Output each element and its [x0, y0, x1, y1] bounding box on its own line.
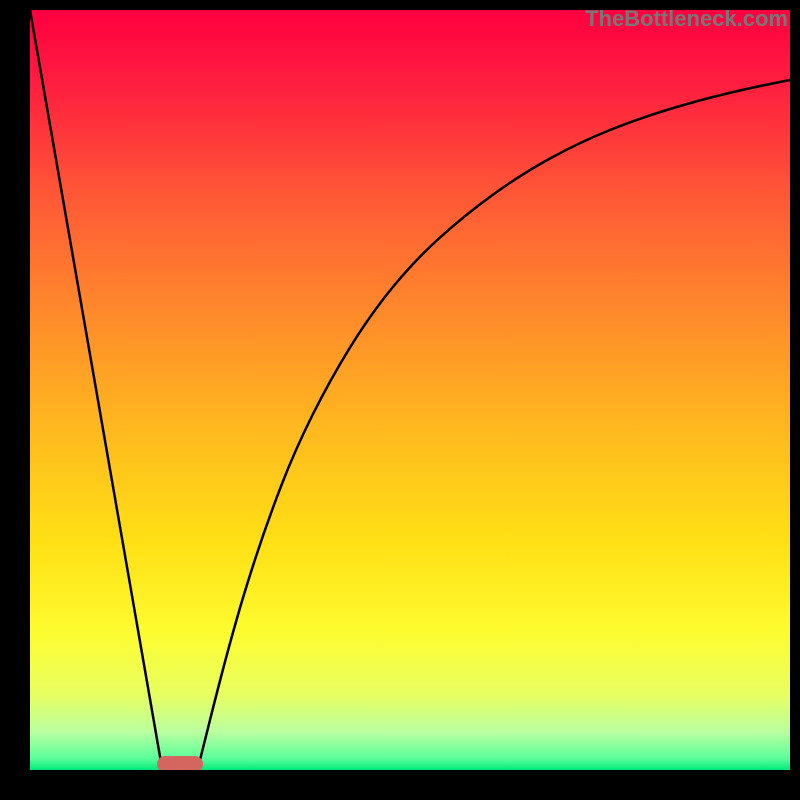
chart-container: TheBottleneck.com [0, 0, 800, 800]
watermark-text: TheBottleneck.com [585, 6, 788, 32]
curve-overlay [30, 10, 790, 770]
plot-area [30, 10, 790, 770]
